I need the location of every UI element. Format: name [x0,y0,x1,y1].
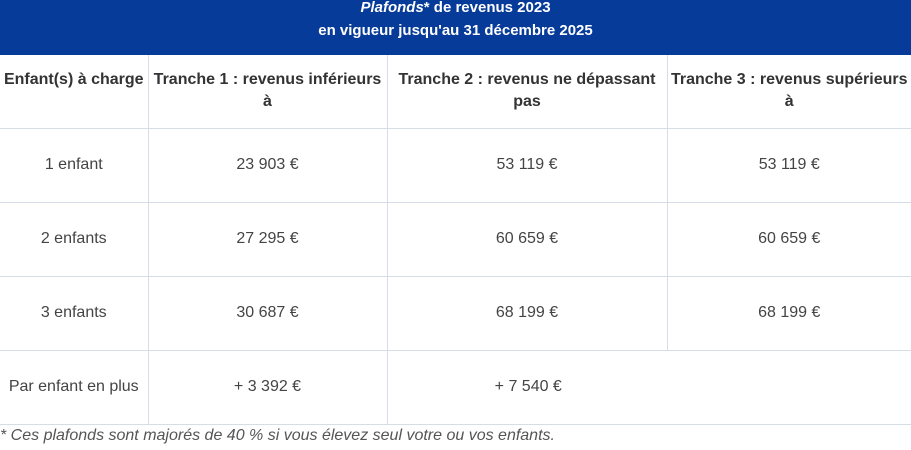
caption-title-rest: * de revenus 2023 [423,0,551,16]
column-header-tranche-1: Tranche 1 : revenus inférieurs à [147,55,388,129]
income-ceiling-table: Enfant(s) à charge Tranche 1 : revenus i… [0,55,911,425]
footnote: * Ces plafonds sont majorés de 40 % si v… [0,427,555,444]
cell-tranche-3: 60 659 € [666,201,911,277]
cell-tranche-2: 60 659 € [386,201,668,277]
cell-tranche-3: 68 199 € [666,275,911,351]
caption-subtitle: en vigueur jusqu'au 31 décembre 2025 [318,22,593,39]
row-label: 2 enfants [0,201,149,277]
column-header-tranche-2: Tranche 2 : revenus ne dépassant pas [386,55,668,129]
table-row: 2 enfants 27 295 € 60 659 € 60 659 € [0,201,911,277]
cell-tranche-2-3: + 7 540 € [386,349,911,425]
cell-tranche-1: 30 687 € [147,275,388,351]
column-header-tranche-3: Tranche 3 : revenus supérieurs à [666,55,911,129]
column-header-children: Enfant(s) à charge [0,55,149,129]
table-header-row: Enfant(s) à charge Tranche 1 : revenus i… [0,55,911,129]
cell-tranche-2: 53 119 € [386,128,668,203]
cell-tranche-1: 27 295 € [147,201,388,277]
table-caption: Plafonds* de revenus 2023 en vigueur jus… [0,0,911,55]
cell-tranche-3: 53 119 € [666,128,911,203]
table-row-extra-child: Par enfant en plus + 3 392 € + 7 540 € [0,349,911,425]
table-row: 3 enfants 30 687 € 68 199 € 68 199 € [0,275,911,351]
row-label: Par enfant en plus [0,349,149,425]
cell-tranche-1: + 3 392 € [147,349,388,425]
table-row: 1 enfant 23 903 € 53 119 € 53 119 € [0,128,911,203]
row-label: 1 enfant [0,128,149,203]
row-label: 3 enfants [0,275,149,351]
cell-tranche-1: 23 903 € [147,128,388,203]
cell-tranche-2: 68 199 € [386,275,668,351]
caption-title-italic: Plafonds [360,0,424,16]
caption-title: Plafonds* de revenus 2023 [0,0,911,19]
